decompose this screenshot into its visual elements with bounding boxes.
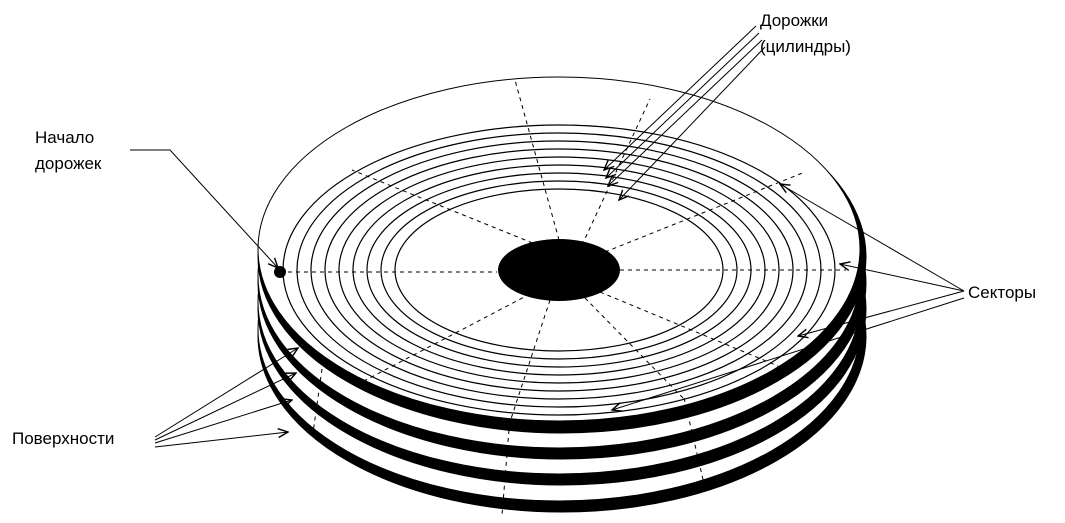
spindle-hub — [498, 239, 620, 301]
label-track-start-line2: дорожек — [35, 154, 102, 173]
track-start-dot — [274, 266, 286, 278]
label-track-start-line1: Начало — [35, 128, 94, 147]
leader-lines — [130, 25, 965, 448]
label-sectors: Секторы — [968, 283, 1036, 302]
label-tracks-line2: (цилиндры) — [760, 37, 851, 56]
side-sector-lines — [311, 368, 706, 516]
label-tracks-line1: Дорожки — [760, 11, 828, 30]
label-surfaces: Поверхности — [12, 429, 114, 448]
